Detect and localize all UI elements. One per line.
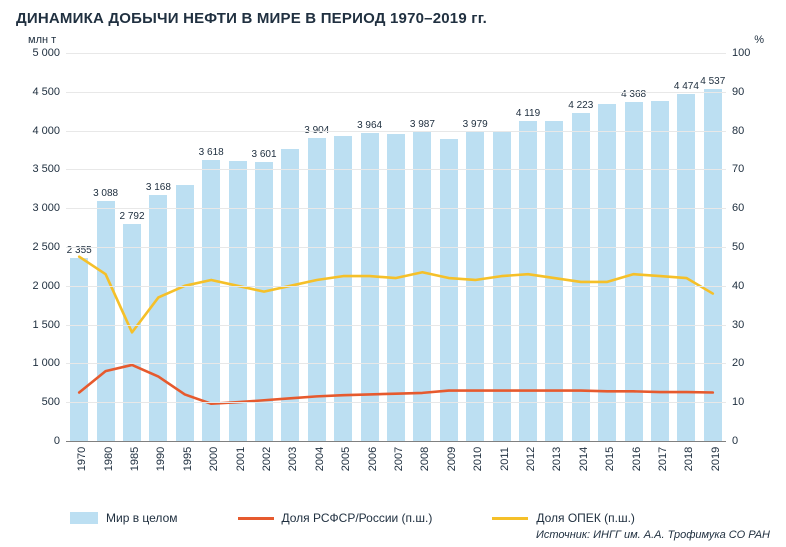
chart-title: ДИНАМИКА ДОБЫЧИ НЕФТИ В МИРЕ В ПЕРИОД 19… [16, 10, 770, 27]
y-right-tick-label: 0 [732, 435, 764, 447]
y-left-tick-label: 2 000 [20, 280, 60, 292]
y-left-tick-label: 4 000 [20, 125, 60, 137]
line-russia [79, 365, 713, 404]
legend-label-world: Мир в целом [106, 511, 178, 525]
y-left-tick-label: 3 000 [20, 202, 60, 214]
x-tick-label: 2001 [235, 447, 247, 471]
legend-item-world: Мир в целом [70, 511, 178, 525]
gridline [66, 208, 726, 209]
y-left-tick-label: 1 000 [20, 357, 60, 369]
y-left-tick-label: 500 [20, 396, 60, 408]
y-right-tick-label: 60 [732, 202, 764, 214]
y-left-tick-label: 4 500 [20, 86, 60, 98]
x-tick-label: 1995 [182, 447, 194, 471]
gridline [66, 286, 726, 287]
gridline [66, 131, 726, 132]
x-tick-label: 2015 [604, 447, 616, 471]
y-left-tick-label: 1 500 [20, 319, 60, 331]
legend: Мир в целом Доля РСФСР/России (п.ш.) Дол… [70, 511, 770, 525]
x-tick-label: 2006 [367, 447, 379, 471]
x-tick-label: 2014 [578, 447, 590, 471]
gridline [66, 325, 726, 326]
y-right-tick-label: 10 [732, 396, 764, 408]
x-tick-label: 2018 [683, 447, 695, 471]
x-tick-label: 2007 [393, 447, 405, 471]
x-tick-label: 2002 [261, 447, 273, 471]
gridline [66, 363, 726, 364]
y-right-tick-label: 40 [732, 280, 764, 292]
gridline [66, 247, 726, 248]
x-tick-label: 2005 [340, 447, 352, 471]
x-tick-label: 2016 [631, 447, 643, 471]
y-left-tick-label: 5 000 [20, 47, 60, 59]
legend-item-russia: Доля РСФСР/России (п.ш.) [238, 511, 433, 525]
x-tick-label: 2017 [657, 447, 669, 471]
y-left-tick-label: 0 [20, 435, 60, 447]
x-tick-label: 2019 [710, 447, 722, 471]
x-tick-label: 2003 [287, 447, 299, 471]
x-tick-label: 2011 [499, 447, 511, 471]
source-note: Источник: ИНГГ им. А.А. Трофимука СО РАН [536, 529, 770, 541]
y-right-tick-label: 90 [732, 86, 764, 98]
gridline [66, 402, 726, 403]
y-right-tick-label: 50 [732, 241, 764, 253]
y-right-tick-label: 70 [732, 163, 764, 175]
legend-swatch-bar [70, 512, 98, 524]
x-tick-label: 1985 [129, 447, 141, 471]
gridline [66, 53, 726, 54]
x-tick-label: 1970 [76, 447, 88, 471]
y-right-tick-label: 80 [732, 125, 764, 137]
x-tick-label: 1980 [103, 447, 115, 471]
y-right-tick-label: 20 [732, 357, 764, 369]
legend-label-russia: Доля РСФСР/России (п.ш.) [282, 511, 433, 525]
x-tick-label: 2010 [472, 447, 484, 471]
x-tick-label: 2000 [208, 447, 220, 471]
legend-item-opec: Доля ОПЕК (п.ш.) [492, 511, 635, 525]
legend-label-opec: Доля ОПЕК (п.ш.) [536, 511, 635, 525]
chart-container: 2 3553 0882 7923 1683 6183 6013 9043 964… [16, 37, 770, 467]
x-tick-label: 2004 [314, 447, 326, 471]
gridline [66, 92, 726, 93]
y-left-tick-label: 2 500 [20, 241, 60, 253]
gridline [66, 169, 726, 170]
x-tick-label: 2012 [525, 447, 537, 471]
y-right-tick-label: 30 [732, 319, 764, 331]
x-tick-label: 2013 [551, 447, 563, 471]
plot-area: 2 3553 0882 7923 1683 6183 6013 9043 964… [66, 53, 726, 441]
line-opec [79, 257, 713, 333]
y-left-tick-label: 3 500 [20, 163, 60, 175]
legend-swatch-opec [492, 517, 528, 520]
x-tick-label: 2008 [419, 447, 431, 471]
gridline [66, 441, 726, 442]
y-right-tick-label: 100 [732, 47, 764, 59]
x-tick-label: 1990 [155, 447, 167, 471]
x-tick-label: 2009 [446, 447, 458, 471]
legend-swatch-russia [238, 517, 274, 520]
